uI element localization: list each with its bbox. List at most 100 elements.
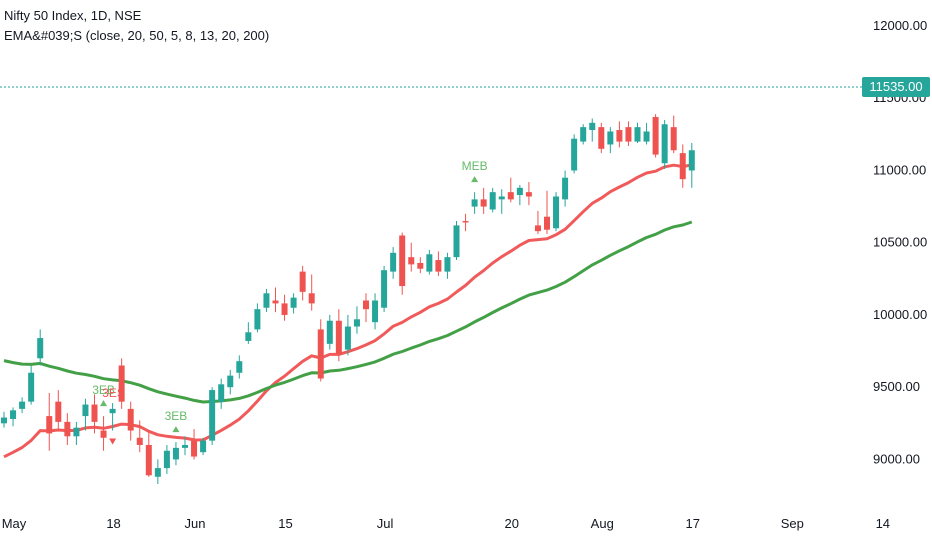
candle (444, 252, 451, 279)
candle-body (118, 365, 125, 402)
candles-layer (1, 114, 695, 484)
candle-body (634, 127, 641, 142)
symbol-title: Nifty 50 Index, 1D, NSE (4, 8, 142, 23)
candle (462, 213, 469, 232)
candle-body (154, 468, 161, 477)
candle-body (516, 187, 523, 196)
candle-body (616, 130, 623, 142)
candle-body (607, 131, 614, 145)
candle (489, 187, 496, 213)
candle (136, 420, 143, 453)
x-tick-label: Aug (591, 516, 614, 531)
candle (109, 403, 116, 431)
candle-body (553, 196, 560, 229)
candle (19, 397, 26, 414)
candle-body (109, 408, 116, 414)
candle-body (281, 303, 288, 315)
candle-body (598, 127, 605, 149)
candle (453, 221, 460, 261)
x-tick-label: 15 (278, 516, 292, 531)
candle (73, 421, 80, 445)
candle-body (209, 390, 216, 441)
candle (372, 293, 379, 330)
candle (182, 436, 188, 456)
candle (344, 314, 351, 356)
candle (426, 249, 433, 275)
candle-body (136, 437, 143, 445)
candle-body (525, 192, 532, 197)
candle (679, 144, 686, 188)
x-tick-label: 20 (505, 516, 519, 531)
candle-body (64, 421, 71, 437)
candle-body (299, 271, 306, 292)
candle (317, 319, 324, 382)
candle-body (652, 117, 659, 155)
candle (82, 398, 89, 431)
candle (299, 265, 306, 301)
candle (390, 247, 397, 279)
y-tick-label: 9500.00 (873, 379, 920, 394)
candle (598, 122, 605, 154)
candle (10, 407, 17, 427)
candle (326, 314, 333, 350)
y-tick-label: 10500.00 (873, 235, 927, 250)
candle (571, 134, 578, 174)
candle (399, 232, 406, 295)
candle-body (453, 225, 460, 258)
candle (643, 122, 650, 145)
candle-body (254, 309, 261, 330)
candle (435, 251, 442, 276)
candle-body (1, 417, 7, 424)
candle (254, 303, 261, 333)
candle (498, 189, 505, 214)
candle (688, 143, 695, 188)
price-axis[interactable]: 12000.0011500.0011000.0010500.0010000.00… (873, 18, 927, 466)
candle-body (462, 221, 469, 223)
candle-body (308, 293, 315, 304)
candle (145, 430, 152, 477)
candle-body (19, 401, 26, 409)
candle (200, 437, 207, 456)
candle-body (182, 444, 188, 448)
candle (308, 274, 315, 311)
signal-label: MEB (462, 159, 488, 173)
candle-body (688, 150, 695, 171)
chart-legend: Nifty 50 Index, 1D, NSE EMA&#039;S (clos… (4, 6, 269, 46)
indicator-title: EMA&#039;S (close, 20, 50, 5, 8, 13, 20,… (4, 28, 270, 43)
signal-meb: MEB (462, 159, 488, 183)
candle (353, 306, 360, 334)
x-tick-label: 18 (106, 516, 120, 531)
signal-label: 3ES (102, 386, 125, 400)
candle-body (290, 297, 297, 308)
candle (363, 293, 369, 323)
candle-body (82, 404, 89, 417)
signal-label: 3EB (92, 383, 115, 397)
time-axis[interactable]: May 18 Jun 15 Jul 20 Aug 17 Sep 14 (2, 516, 890, 531)
candle (127, 401, 134, 441)
candle (118, 358, 125, 409)
candle-body (55, 401, 62, 422)
candle-body (408, 257, 415, 265)
signal-arrow-down (109, 438, 117, 445)
signal-label: 3EB (165, 409, 188, 423)
candle (544, 190, 550, 235)
candle (46, 392, 53, 451)
candle-body (444, 257, 451, 272)
candle (91, 394, 98, 434)
candle (335, 309, 342, 362)
ema-20-line (3, 163, 693, 459)
candle-body (625, 127, 632, 142)
candle-body (417, 262, 424, 269)
candle (480, 187, 487, 214)
candle-body (37, 338, 44, 359)
candle (245, 322, 252, 344)
candle-body (562, 177, 569, 200)
candle-body (46, 416, 53, 434)
candle (281, 294, 288, 321)
candle (534, 210, 541, 235)
candle-body (589, 122, 596, 131)
candle-body (227, 375, 234, 388)
candle-body (381, 270, 388, 308)
